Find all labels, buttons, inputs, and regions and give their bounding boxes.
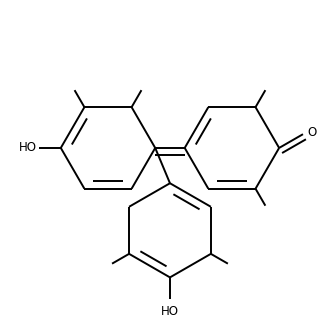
Text: O: O xyxy=(307,126,316,139)
Text: HO: HO xyxy=(19,142,37,155)
Text: HO: HO xyxy=(161,305,179,318)
